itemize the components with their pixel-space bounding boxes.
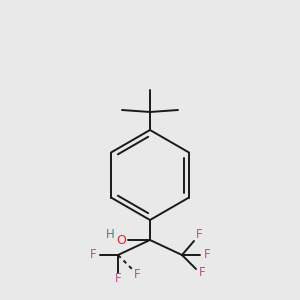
Text: O: O: [116, 233, 126, 247]
Text: H: H: [106, 229, 114, 242]
Text: F: F: [115, 272, 121, 284]
Text: F: F: [134, 268, 140, 281]
Text: F: F: [196, 229, 202, 242]
Text: F: F: [204, 248, 210, 262]
Text: F: F: [90, 248, 96, 262]
Text: F: F: [199, 266, 205, 280]
